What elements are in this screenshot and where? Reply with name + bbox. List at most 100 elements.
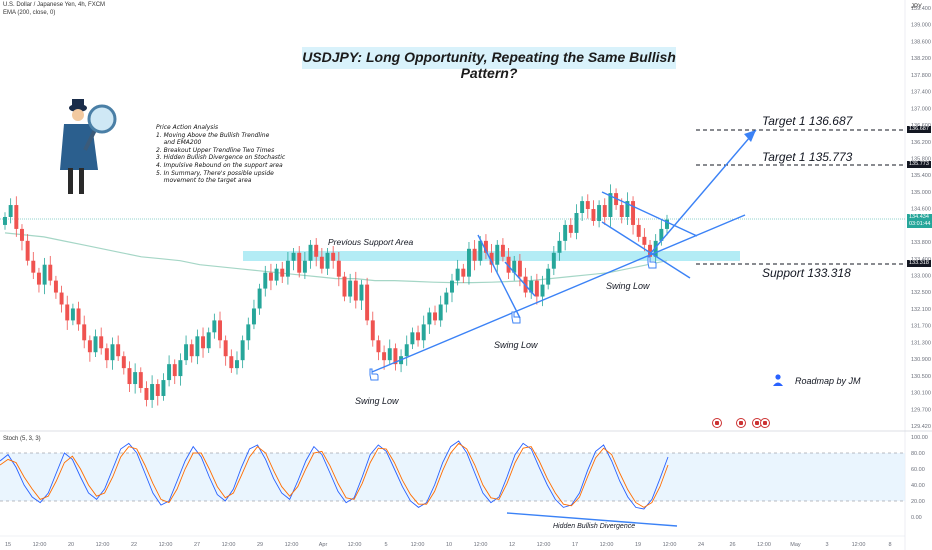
candle-body: [631, 201, 636, 225]
us-flag-icon[interactable]: [760, 418, 770, 428]
price-badge-current: 134.434 03:01:44: [907, 214, 932, 228]
analysis-line: 1. Moving Above the Bullish Trendline: [156, 131, 270, 139]
detective-magnifier-icon: [60, 99, 117, 194]
support-zone-label: Previous Support Area: [328, 237, 414, 247]
stoch-band: [0, 453, 905, 501]
candles-group: [3, 184, 669, 408]
time-tick-label: Apr: [319, 542, 328, 548]
candle-body: [325, 252, 330, 269]
candle-body: [274, 268, 279, 281]
candle-body: [336, 260, 341, 277]
price-tick-label: 136.200: [911, 140, 931, 146]
stoch-label[interactable]: Stoch (5, 3, 3): [3, 436, 41, 442]
us-flag-icon[interactable]: [736, 418, 746, 428]
candle-body: [87, 340, 92, 353]
time-tick-label: 19: [635, 542, 641, 548]
candle-body: [53, 280, 58, 293]
candle-body: [263, 272, 268, 289]
price-tick-label: 132.100: [911, 307, 931, 313]
candle-body: [48, 264, 53, 281]
candle-body: [551, 252, 556, 269]
trendlines-group: [371, 129, 757, 373]
price-tick-label: 137.400: [911, 90, 931, 96]
analysis-line: movement to the target area: [156, 177, 252, 185]
candle-body: [648, 244, 653, 257]
price-tick-label: 130.100: [911, 391, 931, 397]
candle-body: [14, 205, 19, 229]
price-tick-label: 130.900: [911, 357, 931, 363]
candle-body: [665, 219, 669, 229]
candle-body: [483, 240, 488, 253]
candle-body: [489, 252, 494, 265]
price-badge-support: 133.318: [907, 260, 931, 267]
time-tick-label: 12:00: [474, 542, 488, 548]
candle-body: [427, 312, 432, 325]
target2-label: Target 1 135.773: [762, 150, 853, 164]
time-tick-label: 26: [729, 542, 735, 548]
time-tick-label: 12:00: [852, 542, 866, 548]
candle-body: [302, 260, 307, 273]
price-tick-label: 135.800: [911, 156, 931, 162]
title-highlight: [302, 47, 676, 69]
countdown: 03:01:44: [909, 221, 931, 227]
price-tick-label: 132.500: [911, 290, 931, 296]
analysis-heading: Price Action Analysis: [156, 124, 219, 131]
candle-body: [534, 280, 539, 297]
stoch-tick-label: 80.00: [911, 451, 925, 457]
candle-body: [65, 304, 70, 321]
price-tick-label: 137.000: [911, 106, 931, 112]
candle-body: [235, 360, 239, 369]
candle-body: [636, 224, 641, 237]
time-tick-label: 12:00: [348, 542, 362, 548]
price-tick-label: 139.000: [911, 23, 931, 29]
stoch-series-line: [0, 440, 669, 510]
time-tick-label: May: [790, 542, 801, 548]
time-tick-label: 27: [194, 542, 200, 548]
candle-body: [178, 360, 183, 377]
hand-pointer-icon: [369, 368, 379, 381]
candle-body: [42, 264, 47, 285]
candle-body: [99, 336, 104, 349]
time-tick-label: 24: [698, 542, 704, 548]
candle-body: [512, 260, 517, 273]
hand-pointer-icon: [647, 256, 657, 269]
candle-body: [478, 240, 483, 261]
ema-polyline: [4, 232, 668, 284]
candle-body: [155, 384, 160, 396]
indicator-line[interactable]: EMA (200, close, 0): [3, 10, 56, 16]
candle-body: [36, 272, 41, 285]
candle-body: [133, 372, 138, 385]
candle-body: [376, 340, 381, 353]
time-tick-label: 20: [68, 542, 74, 548]
stoch-tick-label: 40.00: [911, 483, 925, 489]
person-icon: [773, 374, 783, 386]
candle-body: [438, 304, 443, 321]
candle-body: [59, 292, 64, 305]
price-axis-bg: [905, 0, 932, 550]
candle-body: [517, 260, 522, 277]
us-flag-icon[interactable]: [712, 418, 722, 428]
candle-body: [563, 224, 568, 241]
candle-body: [201, 336, 206, 349]
symbol-line[interactable]: U.S. Dollar / Japanese Yen, 4h, FXCM: [3, 2, 106, 8]
time-tick-label: 12:00: [411, 542, 425, 548]
candle-body: [319, 256, 324, 269]
candle-body: [387, 348, 392, 361]
price-tick-label: 131.300: [911, 340, 931, 346]
swing-low-label: Swing Low: [606, 281, 650, 291]
time-tick-label: 12:00: [663, 542, 677, 548]
candle-body: [495, 244, 500, 265]
candle-body: [19, 228, 24, 241]
candle-body: [382, 352, 387, 361]
channel-line-2: [504, 261, 536, 297]
wedge-upper: [601, 191, 698, 237]
time-tick-label: 12:00: [33, 542, 47, 548]
hand-pointer-icon: [511, 311, 521, 324]
candle-body: [455, 268, 460, 281]
candle-body: [138, 372, 143, 389]
ema200-line: [4, 232, 668, 284]
candle-body: [365, 284, 370, 321]
support-label: Support 133.318: [762, 266, 851, 280]
candle-body: [240, 340, 245, 361]
